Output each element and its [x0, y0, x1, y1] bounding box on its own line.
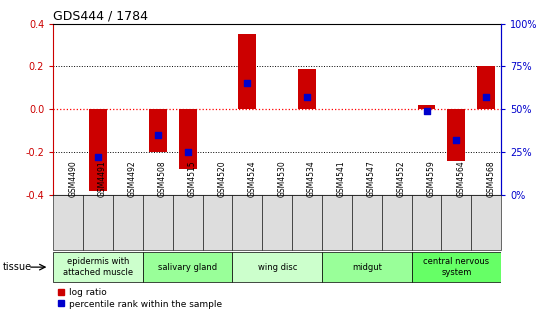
Point	[153, 132, 162, 138]
Bar	[149, 109, 167, 152]
Text: tissue: tissue	[3, 262, 32, 272]
Bar	[472, 195, 501, 250]
Bar	[352, 195, 382, 250]
Bar	[412, 252, 501, 282]
Bar	[477, 67, 495, 109]
Text: GSM4568: GSM4568	[486, 160, 495, 197]
Bar	[179, 109, 197, 169]
Bar	[172, 195, 203, 250]
Text: GSM4552: GSM4552	[396, 160, 405, 197]
Text: salivary gland: salivary gland	[158, 263, 217, 271]
Text: GDS444 / 1784: GDS444 / 1784	[53, 9, 148, 23]
Bar	[322, 195, 352, 250]
Text: GSM4524: GSM4524	[248, 160, 256, 197]
Bar	[113, 195, 143, 250]
Text: GSM4490: GSM4490	[68, 160, 77, 197]
Bar	[239, 34, 256, 109]
Point	[482, 94, 491, 100]
Bar	[322, 252, 412, 282]
Bar	[143, 195, 172, 250]
Bar	[83, 195, 113, 250]
Text: GSM4564: GSM4564	[456, 160, 465, 197]
Point	[452, 137, 461, 143]
Bar	[441, 195, 472, 250]
Text: epidermis with
attached muscle: epidermis with attached muscle	[63, 257, 133, 277]
Text: midgut: midgut	[352, 263, 382, 271]
Point	[94, 155, 102, 160]
Bar	[53, 195, 83, 250]
Bar	[292, 195, 322, 250]
Bar	[203, 195, 232, 250]
Bar	[232, 195, 262, 250]
Point	[302, 94, 311, 100]
Text: GSM4508: GSM4508	[158, 160, 167, 197]
Text: central nervous
system: central nervous system	[423, 257, 489, 277]
Legend: log ratio, percentile rank within the sample: log ratio, percentile rank within the sa…	[58, 288, 222, 309]
Bar	[89, 109, 107, 191]
Point	[243, 81, 252, 86]
Text: GSM4515: GSM4515	[188, 160, 197, 197]
Bar	[382, 195, 412, 250]
Bar	[262, 195, 292, 250]
Text: GSM4541: GSM4541	[337, 160, 346, 197]
Text: GSM4492: GSM4492	[128, 160, 137, 197]
Text: GSM4559: GSM4559	[427, 160, 436, 197]
Bar	[447, 109, 465, 161]
Bar	[298, 69, 316, 109]
Bar	[143, 252, 232, 282]
Bar	[53, 252, 143, 282]
Point	[422, 108, 431, 114]
Text: GSM4530: GSM4530	[277, 160, 286, 197]
Bar	[412, 195, 441, 250]
Point	[183, 150, 192, 155]
Text: GSM4547: GSM4547	[367, 160, 376, 197]
Text: GSM4491: GSM4491	[98, 160, 107, 197]
Text: GSM4534: GSM4534	[307, 160, 316, 197]
Text: GSM4520: GSM4520	[217, 160, 226, 197]
Text: wing disc: wing disc	[258, 263, 297, 271]
Bar	[418, 105, 436, 109]
Bar	[232, 252, 322, 282]
